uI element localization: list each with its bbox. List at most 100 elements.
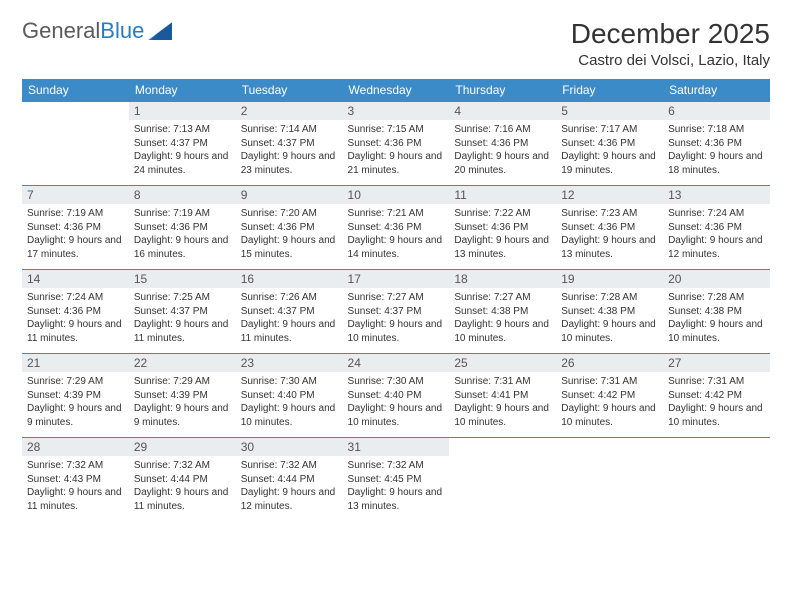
day-cell: 17Sunrise: 7:27 AMSunset: 4:37 PMDayligh… — [343, 270, 450, 354]
sunrise-text: Sunrise: 7:19 AM — [134, 207, 231, 221]
daylight-text: Daylight: 9 hours and 10 minutes. — [348, 402, 445, 429]
title-block: December 2025 Castro dei Volsci, Lazio, … — [571, 18, 770, 69]
location-text: Castro dei Volsci, Lazio, Italy — [571, 52, 770, 69]
daylight-text: Daylight: 9 hours and 21 minutes. — [348, 150, 445, 177]
day-number: 1 — [129, 102, 236, 120]
day-cell — [556, 438, 663, 522]
sunrise-text: Sunrise: 7:26 AM — [241, 291, 338, 305]
day-number — [663, 438, 770, 456]
sunrise-text: Sunrise: 7:25 AM — [134, 291, 231, 305]
daylight-text: Daylight: 9 hours and 13 minutes. — [561, 234, 658, 261]
day-body: Sunrise: 7:19 AMSunset: 4:36 PMDaylight:… — [129, 204, 236, 269]
sunset-text: Sunset: 4:42 PM — [561, 389, 658, 403]
day-cell: 9Sunrise: 7:20 AMSunset: 4:36 PMDaylight… — [236, 186, 343, 270]
sunset-text: Sunset: 4:37 PM — [134, 137, 231, 151]
brand-logo: GeneralBlue — [22, 18, 172, 44]
daylight-text: Daylight: 9 hours and 10 minutes. — [348, 318, 445, 345]
sunrise-text: Sunrise: 7:22 AM — [454, 207, 551, 221]
day-body: Sunrise: 7:31 AMSunset: 4:42 PMDaylight:… — [663, 372, 770, 437]
day-number — [556, 438, 663, 456]
dow-header: Monday — [129, 79, 236, 102]
day-cell: 3Sunrise: 7:15 AMSunset: 4:36 PMDaylight… — [343, 102, 450, 186]
sunrise-text: Sunrise: 7:13 AM — [134, 123, 231, 137]
dow-row: SundayMondayTuesdayWednesdayThursdayFrid… — [22, 79, 770, 102]
day-body: Sunrise: 7:13 AMSunset: 4:37 PMDaylight:… — [129, 120, 236, 185]
sunset-text: Sunset: 4:37 PM — [348, 305, 445, 319]
daylight-text: Daylight: 9 hours and 10 minutes. — [561, 402, 658, 429]
day-cell: 14 Sunrise: 7:24 AMSunset: 4:36 PMDayligh… — [22, 270, 129, 354]
day-cell: 4Sunrise: 7:16 AMSunset: 4:36 PMDaylight… — [449, 102, 556, 186]
day-body: Sunrise: 7:30 AMSunset: 4:40 PMDaylight:… — [343, 372, 450, 437]
sunset-text: Sunset: 4:40 PM — [241, 389, 338, 403]
sunrise-text: Sunrise: 7:29 AM — [134, 375, 231, 389]
sunset-text: Sunset: 4:39 PM — [27, 389, 124, 403]
day-cell: 23Sunrise: 7:30 AMSunset: 4:40 PMDayligh… — [236, 354, 343, 438]
sunrise-text: Sunrise: 7:32 AM — [241, 459, 338, 473]
day-number — [22, 102, 129, 120]
day-body: Sunrise: 7:20 AMSunset: 4:36 PMDaylight:… — [236, 204, 343, 269]
sunset-text: Sunset: 4:36 PM — [668, 137, 765, 151]
day-number: 27 — [663, 354, 770, 372]
sunrise-text: Sunrise: 7:31 AM — [454, 375, 551, 389]
day-body: Sunrise: 7:25 AMSunset: 4:37 PMDaylight:… — [129, 288, 236, 353]
day-number: 18 — [449, 270, 556, 288]
daylight-text: Daylight: 9 hours and 11 minutes. — [134, 486, 231, 513]
sunrise-text: Sunrise: 7:19 AM — [27, 207, 124, 221]
dow-header: Sunday — [22, 79, 129, 102]
day-body: Sunrise: 7:22 AMSunset: 4:36 PMDaylight:… — [449, 204, 556, 269]
day-number: 20 — [663, 270, 770, 288]
day-cell — [22, 102, 129, 186]
daylight-text: Daylight: 9 hours and 19 minutes. — [561, 150, 658, 177]
week-row: 14Sunrise: 7:24 AMSunset: 4:36 PMDayligh… — [22, 270, 770, 354]
daylight-text: Daylight: 9 hours and 11 minutes. — [27, 318, 124, 345]
day-cell: 1Sunrise: 7:13 AMSunset: 4:37 PMDaylight… — [129, 102, 236, 186]
day-number: 8 — [129, 186, 236, 204]
daylight-text: Daylight: 9 hours and 13 minutes. — [454, 234, 551, 261]
daylight-text: Daylight: 9 hours and 13 minutes. — [348, 486, 445, 513]
day-number: 2 — [236, 102, 343, 120]
sunset-text: Sunset: 4:36 PM — [454, 137, 551, 151]
day-cell: 29Sunrise: 7:32 AMSunset: 4:44 PMDayligh… — [129, 438, 236, 522]
day-body — [663, 456, 770, 514]
brand-text: GeneralBlue — [22, 18, 144, 44]
day-cell: 24Sunrise: 7:30 AMSunset: 4:40 PMDayligh… — [343, 354, 450, 438]
day-body: Sunrise: 7:19 AMSunset: 4:36 PMDaylight:… — [22, 204, 129, 269]
sunrise-text: Sunrise: 7:16 AM — [454, 123, 551, 137]
day-body: Sunrise: 7:17 AMSunset: 4:36 PMDaylight:… — [556, 120, 663, 185]
day-number: 29 — [129, 438, 236, 456]
day-body: Sunrise: 7:28 AMSunset: 4:38 PMDaylight:… — [556, 288, 663, 353]
sunset-text: Sunset: 4:41 PM — [454, 389, 551, 403]
sunrise-text: Sunrise: 7:32 AM — [134, 459, 231, 473]
sunrise-text: Sunrise: 7:31 AM — [561, 375, 658, 389]
sunset-text: Sunset: 4:37 PM — [241, 137, 338, 151]
day-cell: 8Sunrise: 7:19 AMSunset: 4:36 PMDaylight… — [129, 186, 236, 270]
dow-header: Saturday — [663, 79, 770, 102]
daylight-text: Daylight: 9 hours and 10 minutes. — [454, 318, 551, 345]
day-cell: 20Sunrise: 7:28 AMSunset: 4:38 PMDayligh… — [663, 270, 770, 354]
day-number: 9 — [236, 186, 343, 204]
sunset-text: Sunset: 4:36 PM — [27, 305, 124, 319]
week-row: 21Sunrise: 7:29 AMSunset: 4:39 PMDayligh… — [22, 354, 770, 438]
day-body: Sunrise: 7:32 AMSunset: 4:44 PMDaylight:… — [129, 456, 236, 521]
sunrise-text: Sunrise: 7:32 AM — [348, 459, 445, 473]
sunrise-text: Sunrise: 7:24 AM — [668, 207, 765, 221]
day-cell: 7Sunrise: 7:19 AMSunset: 4:36 PMDaylight… — [22, 186, 129, 270]
day-number: 7 — [22, 186, 129, 204]
day-body: Sunrise: 7:29 AMSunset: 4:39 PMDaylight:… — [129, 372, 236, 437]
brand-triangle-icon — [148, 22, 172, 40]
daylight-text: Daylight: 9 hours and 9 minutes. — [134, 402, 231, 429]
daylight-text: Daylight: 9 hours and 9 minutes. — [27, 402, 124, 429]
day-number: 16 — [236, 270, 343, 288]
daylight-text: Daylight: 9 hours and 24 minutes. — [134, 150, 231, 177]
day-cell: 2Sunrise: 7:14 AMSunset: 4:37 PMDaylight… — [236, 102, 343, 186]
sunrise-text: Sunrise: 7:24 AM — [27, 291, 124, 305]
daylight-text: Daylight: 9 hours and 23 minutes. — [241, 150, 338, 177]
sunset-text: Sunset: 4:38 PM — [668, 305, 765, 319]
daylight-text: Daylight: 9 hours and 12 minutes. — [668, 234, 765, 261]
day-number: 24 — [343, 354, 450, 372]
day-number: 5 — [556, 102, 663, 120]
day-cell: 6Sunrise: 7:18 AMSunset: 4:36 PMDaylight… — [663, 102, 770, 186]
sunrise-text: Sunrise: 7:30 AM — [348, 375, 445, 389]
sunrise-text: Sunrise: 7:27 AM — [454, 291, 551, 305]
day-number: 14 — [22, 270, 129, 288]
